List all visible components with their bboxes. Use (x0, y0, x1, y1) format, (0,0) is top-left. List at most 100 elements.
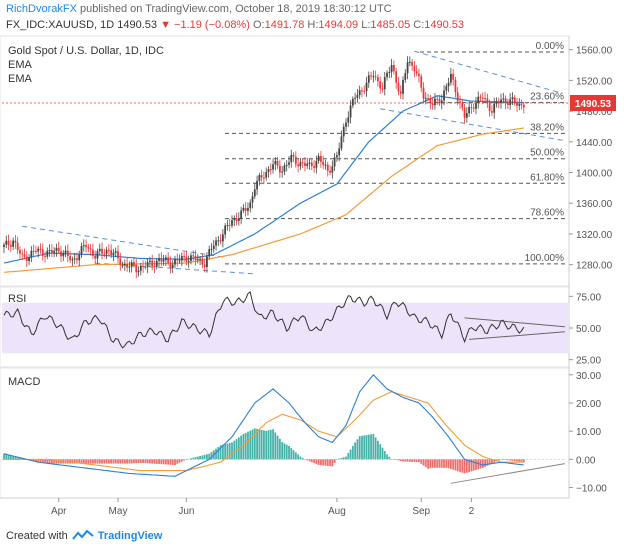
price-axis-label: 1560.00 (576, 46, 613, 57)
macd-histogram-bar (85, 459, 87, 464)
candle-body (5, 240, 8, 245)
macd-histogram-bar (356, 439, 359, 460)
rsi-line (3, 291, 525, 349)
macd-panel (0, 367, 570, 499)
macd-histogram-bar (21, 458, 24, 460)
candle-body (516, 102, 518, 106)
candle-body (335, 155, 338, 158)
candle-body (424, 98, 427, 100)
candle-body (256, 180, 258, 190)
macd-histogram-bar (269, 429, 272, 460)
macd-histogram-bar (491, 459, 493, 464)
time-axis-label: 2 (469, 506, 475, 517)
candle-body (413, 65, 416, 72)
candle-body (269, 169, 272, 171)
macd-histogram-bar (367, 434, 370, 460)
macd-histogram-bar (32, 459, 35, 462)
candle-body (60, 251, 62, 257)
candle-body (32, 250, 35, 252)
candle-body (354, 97, 357, 99)
macd-histogram-bar (288, 445, 290, 460)
macd-histogram-bar (103, 459, 106, 464)
candle-body (377, 77, 379, 82)
macd-histogram-bar (80, 459, 83, 464)
candle-body (434, 98, 436, 106)
macd-histogram-bar (37, 459, 40, 463)
author-link[interactable]: RichDvorakFX (6, 3, 77, 15)
tradingview-brand[interactable]: TradingView (97, 530, 163, 542)
candle-body (35, 250, 37, 252)
macd-histogram-bar (431, 459, 434, 468)
macd-histogram-bar (260, 429, 263, 460)
candle-body (285, 164, 288, 166)
macd-histogram-bar (151, 459, 154, 464)
fibonacci-levels: 0.00% 23.60% 38.20% 50.00% 61.80% 78.60% 100.0… (225, 41, 566, 265)
candle-body (110, 250, 113, 255)
candle-body (459, 101, 461, 103)
macd-histogram-bar (299, 456, 302, 460)
candle-body (504, 98, 507, 104)
candle-body (488, 102, 491, 112)
rsi-series (3, 291, 565, 349)
macd-histogram-bar (94, 459, 97, 464)
candle-body (370, 75, 372, 77)
macd-histogram-bar (516, 459, 518, 462)
macd-histogram-bar (110, 459, 113, 464)
macd-histogram-bar (199, 455, 201, 460)
macd-histogram-bar (44, 459, 46, 464)
candle-body (221, 234, 224, 242)
fib-level-label: 78.60% (530, 208, 564, 219)
macd-histogram-bar (206, 454, 208, 460)
macd-histogram-bar (308, 459, 311, 462)
candle-body (315, 160, 318, 168)
macd-histogram-bar (386, 454, 388, 460)
macd-histogram-bar (381, 447, 384, 460)
candle-body (249, 202, 252, 209)
candle-body (212, 245, 215, 249)
candle-body (89, 248, 92, 250)
candle-body (228, 225, 231, 227)
candle-body (217, 240, 220, 242)
rsi-trend-line (469, 331, 565, 340)
time-axis-label: Sep (412, 506, 430, 517)
candle-body (203, 264, 206, 268)
macd-histogram-bar (92, 459, 94, 464)
candle-body (511, 97, 514, 100)
candle-body (114, 251, 117, 253)
price-axis-label: 1360.00 (576, 199, 613, 210)
macd-histogram-bar (463, 459, 466, 474)
macd-histogram-bar (48, 459, 51, 464)
macd-histogram-bar (351, 445, 354, 460)
candle-body (82, 245, 85, 247)
fib-level-label: 61.80% (530, 172, 564, 183)
macd-histogram-bar (388, 456, 391, 460)
candle-body (73, 258, 76, 260)
macd-histogram-bar (456, 459, 459, 472)
candle-body (149, 260, 151, 263)
macd-histogram-bar (121, 459, 124, 464)
macd-histogram-bar (105, 459, 108, 464)
macd-histogram-bar (454, 459, 457, 471)
macd-histogram-bar (231, 442, 233, 460)
macd-histogram-bar (180, 459, 183, 462)
candle-body (64, 250, 67, 253)
candle-body (345, 122, 347, 127)
candle-body (470, 107, 473, 109)
trend-line (380, 108, 563, 141)
candle-body (310, 162, 313, 167)
price-panel (0, 35, 570, 287)
candle-body (25, 256, 28, 261)
candle-body (235, 218, 238, 221)
candle-body (522, 104, 525, 108)
candle-body (153, 265, 156, 267)
candle-body (468, 107, 471, 114)
macd-histogram-bar (313, 459, 315, 464)
macd-histogram-bar (192, 457, 195, 460)
macd-histogram-bar (506, 459, 509, 461)
candle-body (383, 77, 386, 90)
macd-histogram-bar (142, 459, 144, 464)
candle-body (117, 251, 119, 259)
candle-body (338, 148, 341, 156)
candle-body (62, 252, 65, 257)
